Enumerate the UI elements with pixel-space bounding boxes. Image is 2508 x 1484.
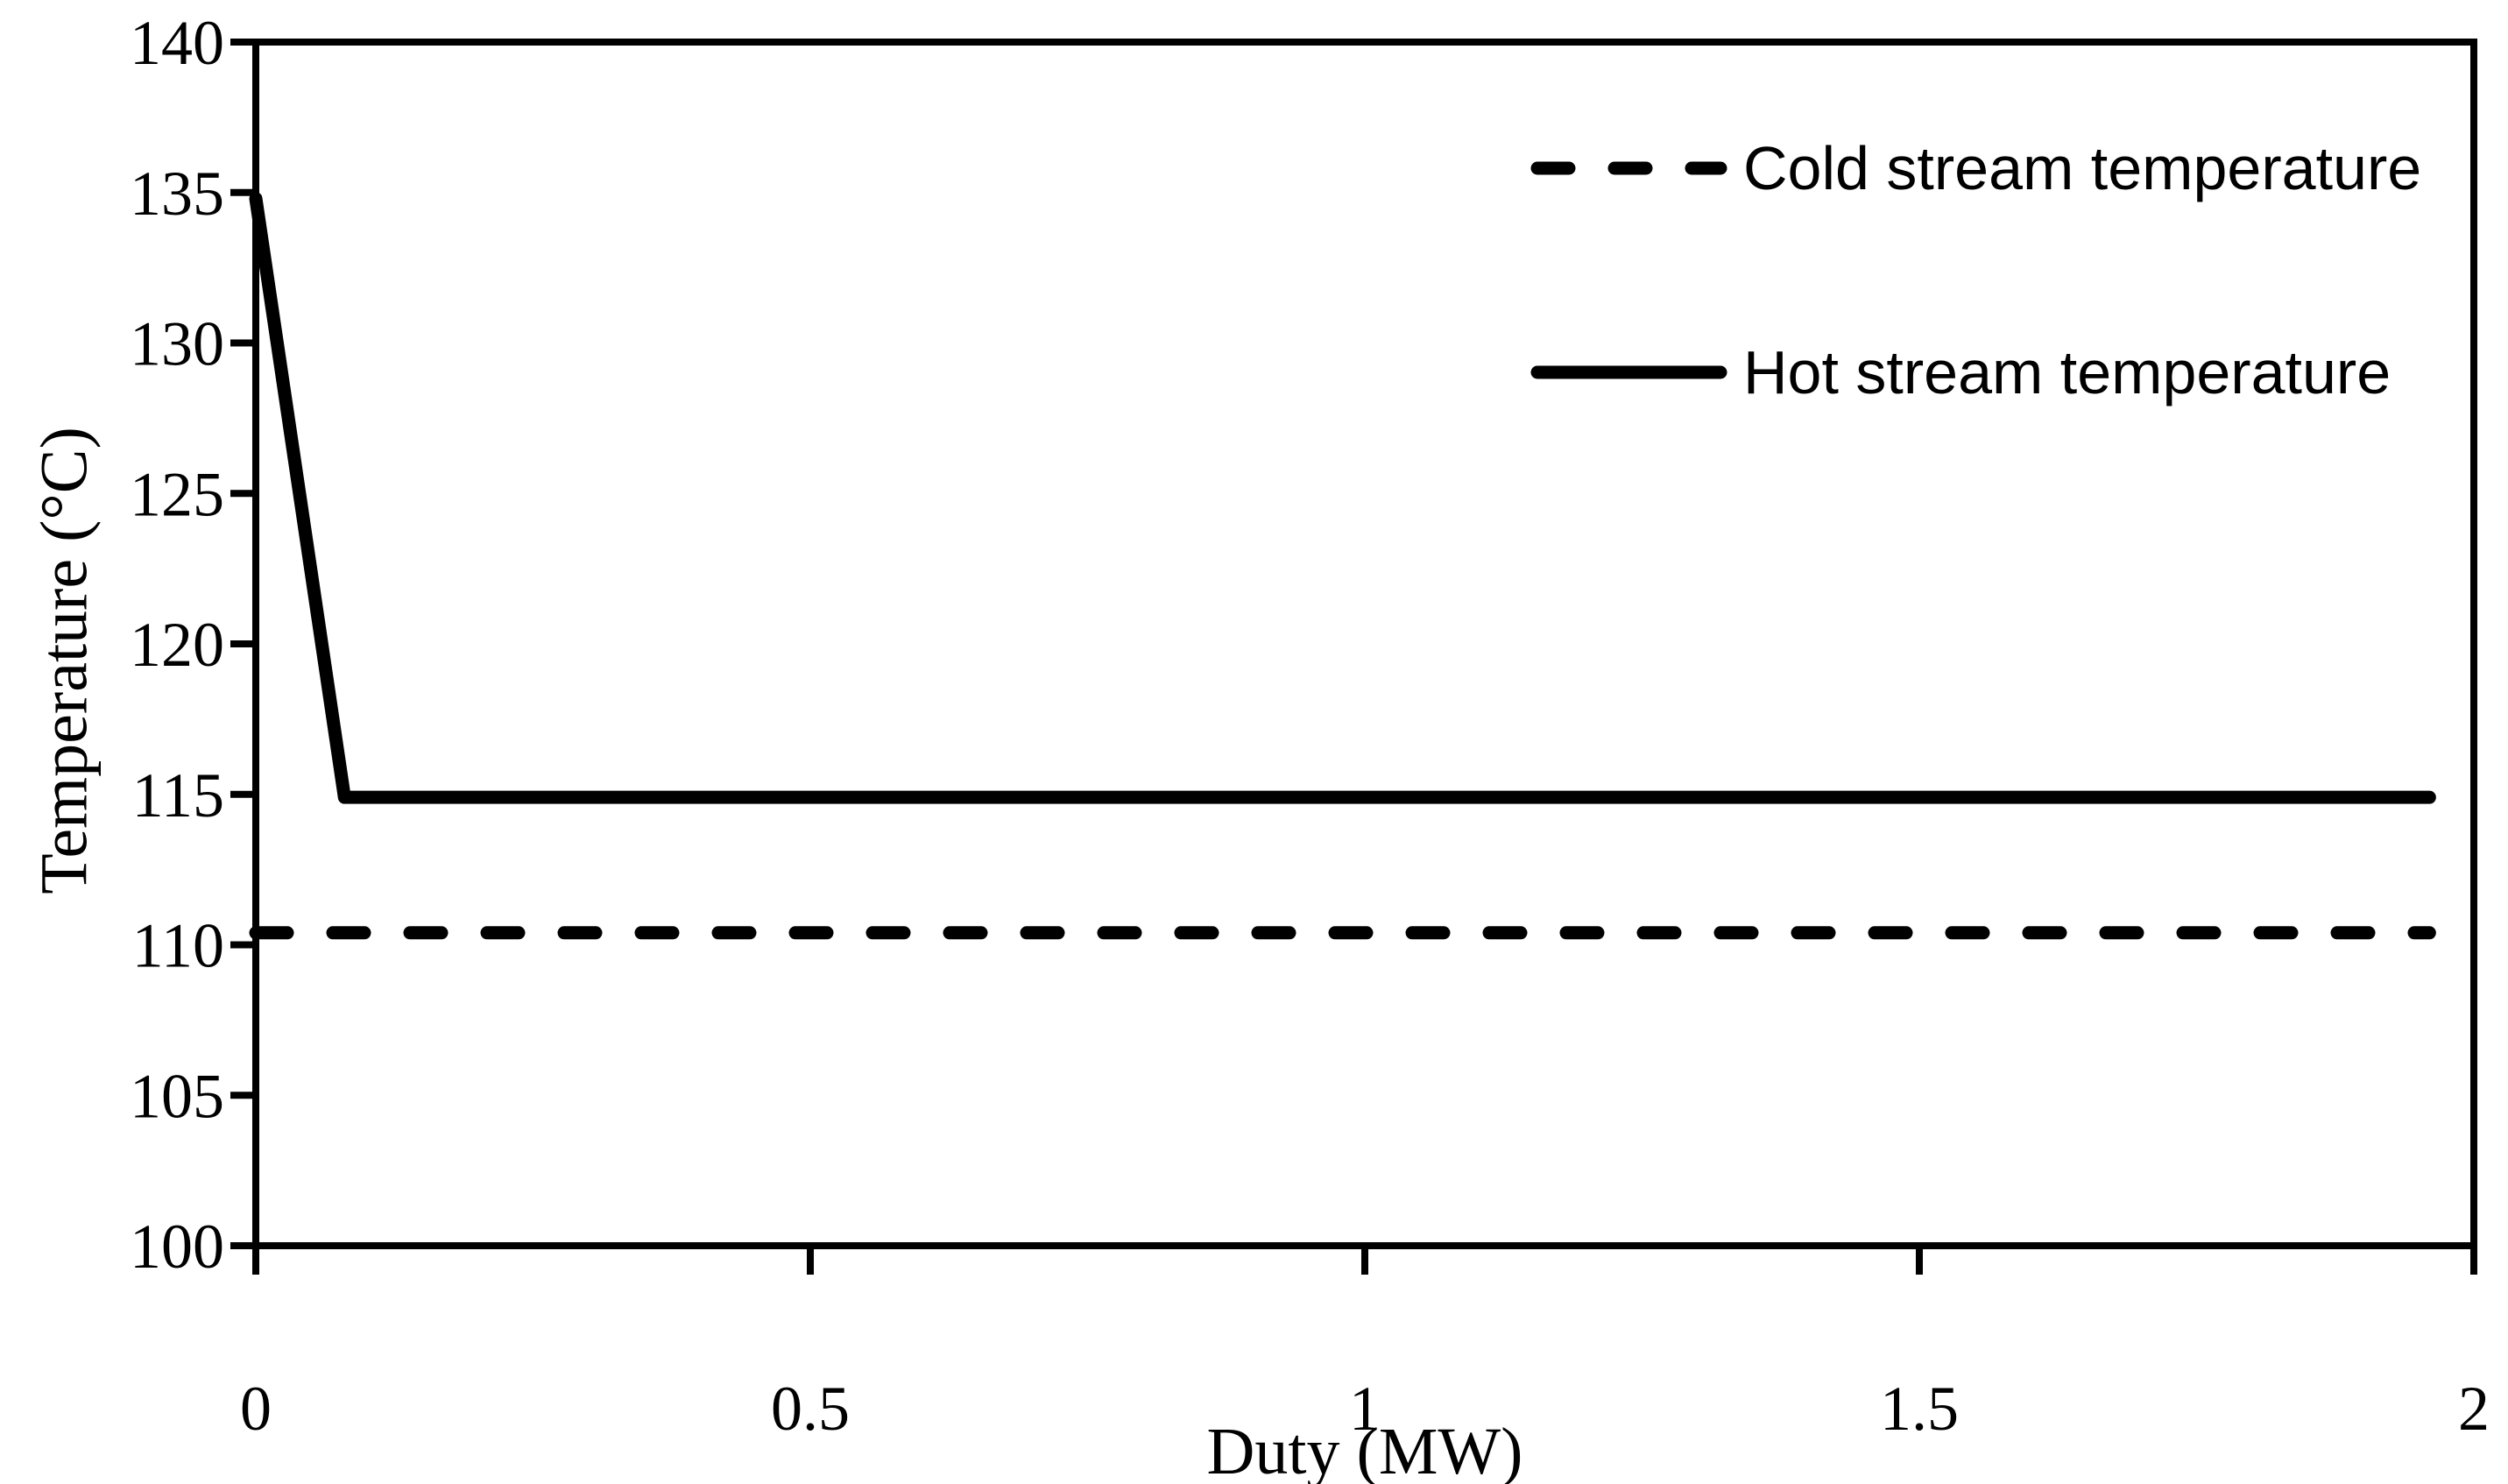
legend: Cold stream temperature Hot stream tempe… <box>1530 134 2421 406</box>
y-tick-label: 140 <box>130 8 224 78</box>
x-tick-label: 0 <box>240 1374 272 1444</box>
plot-area-border <box>252 39 2477 1249</box>
hot-stream-line <box>249 192 2436 804</box>
legend-label-hot-stream: Hot stream temperature <box>1743 338 2391 406</box>
legend-label-cold-stream: Cold stream temperature <box>1743 134 2421 202</box>
y-tick-label: 105 <box>130 1061 224 1131</box>
y-axis-title: Temperature (°C) <box>28 427 102 894</box>
y-tick-label: 110 <box>132 911 224 981</box>
y-tick-label: 115 <box>132 760 224 830</box>
x-tick-label: 1 <box>1349 1374 1381 1444</box>
data-series <box>249 192 2436 940</box>
x-axis-ticks: 0 0.5 1 1.5 2 <box>240 1246 2490 1444</box>
y-tick-label: 135 <box>130 159 224 229</box>
y-tick-label: 130 <box>130 309 224 379</box>
y-axis-ticks: 100 105 110 115 120 125 130 135 140 <box>130 8 256 1282</box>
x-tick-label: 2 <box>2458 1374 2490 1444</box>
y-tick-label: 100 <box>130 1212 224 1282</box>
y-tick-label: 125 <box>130 459 224 529</box>
x-axis-title: Duty (MW) <box>1207 1415 1523 1484</box>
y-tick-label: 120 <box>130 610 224 680</box>
x-tick-label: 0.5 <box>771 1374 850 1444</box>
x-tick-label: 1.5 <box>1880 1374 1959 1444</box>
